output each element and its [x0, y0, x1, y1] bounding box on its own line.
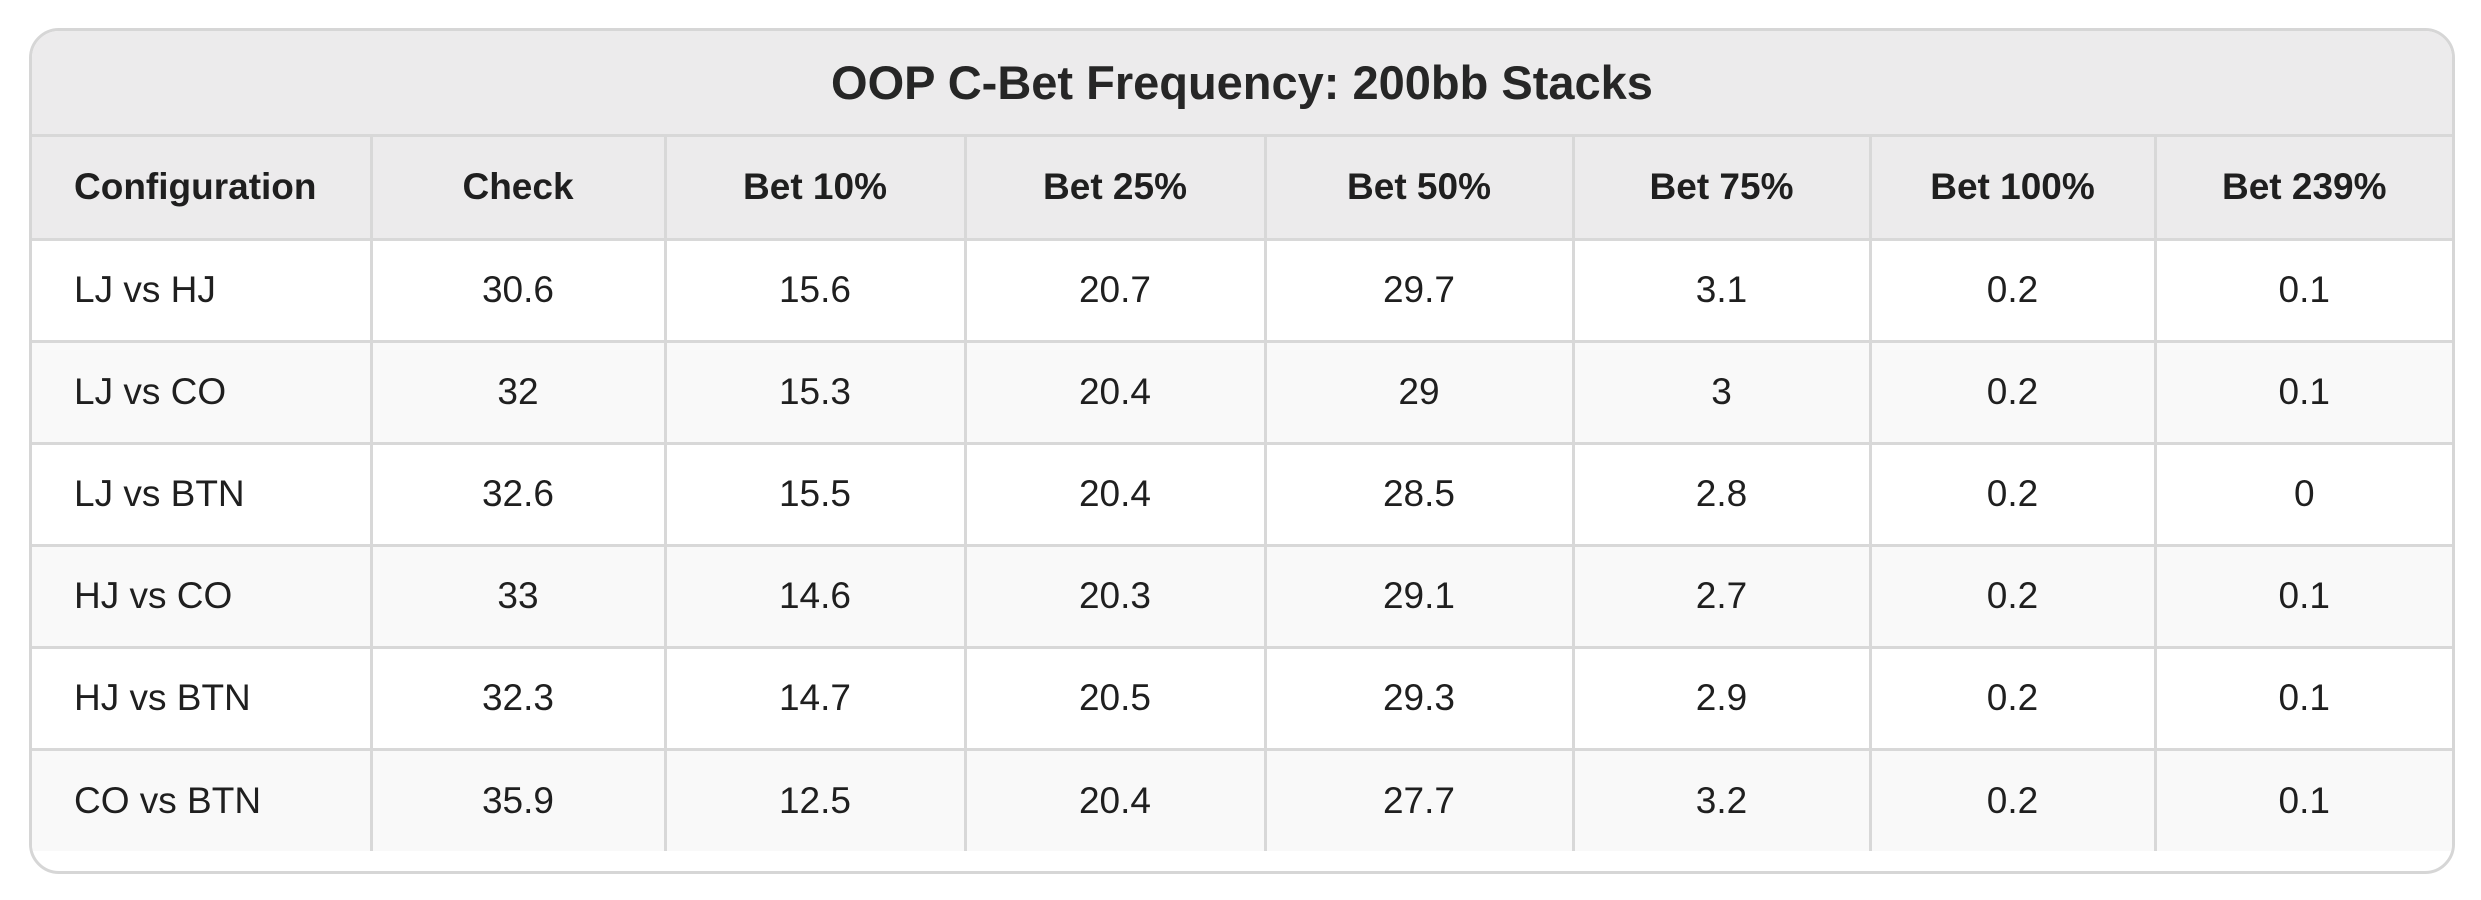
value-cell: 0.2: [1870, 239, 2157, 343]
column-header: Bet 10%: [665, 137, 967, 241]
value-cell: 12.5: [665, 749, 967, 851]
row-label-cell: CO vs BTN: [32, 749, 373, 851]
value-cell: 14.6: [665, 545, 967, 649]
row-label-cell: HJ vs CO: [32, 545, 373, 649]
value-cell: 29.3: [1265, 647, 1575, 751]
value-cell: 3: [1573, 341, 1872, 445]
value-cell: 32.6: [371, 443, 667, 547]
value-cell: 0.2: [1870, 545, 2157, 649]
header-row: Configuration Check Bet 10% Bet 25% Bet 50% B…: [32, 137, 2452, 241]
table-body: LJ vs HJ 30.6 15.6 20.7 29.7 3.1 0.2 0.1 LJ vs C…: [32, 239, 2452, 851]
table-row: HJ vs BTN 32.3 14.7 20.5 29.3 2.9 0.2 0.1: [32, 647, 2452, 751]
value-cell: 32: [371, 341, 667, 445]
value-cell: 15.5: [665, 443, 967, 547]
value-cell: 0.2: [1870, 341, 2157, 445]
value-cell: 28.5: [1265, 443, 1575, 547]
value-cell: 0.1: [2155, 341, 2452, 445]
value-cell: 0.1: [2155, 545, 2452, 649]
column-header: Bet 239%: [2155, 137, 2452, 241]
table-row: LJ vs BTN 32.6 15.5 20.4 28.5 2.8 0.2 0: [32, 443, 2452, 547]
value-cell: 0.1: [2155, 647, 2452, 751]
value-cell: 20.4: [965, 443, 1267, 547]
data-table: Configuration Check Bet 10% Bet 25% Bet 50% B…: [32, 137, 2452, 851]
row-label-cell: LJ vs BTN: [32, 443, 373, 547]
row-label-cell: LJ vs HJ: [32, 239, 373, 343]
value-cell: 20.3: [965, 545, 1267, 649]
value-cell: 3.1: [1573, 239, 1872, 343]
value-cell: 30.6: [371, 239, 667, 343]
value-cell: 0.2: [1870, 749, 2157, 851]
value-cell: 33: [371, 545, 667, 649]
column-header: Bet 25%: [965, 137, 1267, 241]
value-cell: 14.7: [665, 647, 967, 751]
value-cell: 29: [1265, 341, 1575, 445]
column-header: Bet 100%: [1870, 137, 2157, 241]
value-cell: 0.2: [1870, 647, 2157, 751]
table-row: HJ vs CO 33 14.6 20.3 29.1 2.7 0.2 0.1: [32, 545, 2452, 649]
table-row: LJ vs CO 32 15.3 20.4 29 3 0.2 0.1: [32, 341, 2452, 445]
value-cell: 0: [2155, 443, 2452, 547]
value-cell: 2.8: [1573, 443, 1872, 547]
value-cell: 27.7: [1265, 749, 1575, 851]
value-cell: 35.9: [371, 749, 667, 851]
value-cell: 2.9: [1573, 647, 1872, 751]
value-cell: 20.7: [965, 239, 1267, 343]
value-cell: 15.3: [665, 341, 967, 445]
column-header: Configuration: [32, 137, 373, 241]
value-cell: 20.5: [965, 647, 1267, 751]
column-header: Bet 50%: [1265, 137, 1575, 241]
value-cell: 0.2: [1870, 443, 2157, 547]
value-cell: 20.4: [965, 749, 1267, 851]
row-label-cell: LJ vs CO: [32, 341, 373, 445]
table-title: OOP C-Bet Frequency: 200bb Stacks: [32, 31, 2452, 137]
value-cell: 3.2: [1573, 749, 1872, 851]
value-cell: 29.1: [1265, 545, 1575, 649]
column-header: Check: [371, 137, 667, 241]
table-row: CO vs BTN 35.9 12.5 20.4 27.7 3.2 0.2 0.1: [32, 749, 2452, 851]
table-row: LJ vs HJ 30.6 15.6 20.7 29.7 3.1 0.2 0.1: [32, 239, 2452, 343]
value-cell: 32.3: [371, 647, 667, 751]
row-label-cell: HJ vs BTN: [32, 647, 373, 751]
value-cell: 2.7: [1573, 545, 1872, 649]
value-cell: 0.1: [2278, 779, 2330, 821]
table-card: OOP C-Bet Frequency: 200bb Stacks Config…: [29, 28, 2455, 874]
column-header: Bet 75%: [1573, 137, 1872, 241]
value-cell: 29.7: [1265, 239, 1575, 343]
value-cell: 15.6: [665, 239, 967, 343]
value-cell: 0.1: [2155, 239, 2452, 343]
value-cell: 20.4: [965, 341, 1267, 445]
